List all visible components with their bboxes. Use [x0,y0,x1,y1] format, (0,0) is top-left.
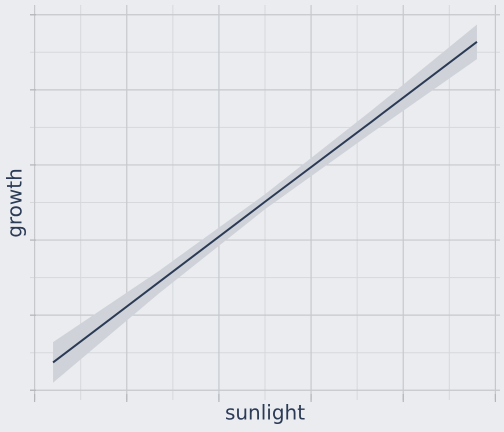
line [52,40,478,364]
y-axis-label: growth [3,168,27,238]
x-axis-label: sunlight [225,401,305,425]
confidence-band [53,24,477,383]
